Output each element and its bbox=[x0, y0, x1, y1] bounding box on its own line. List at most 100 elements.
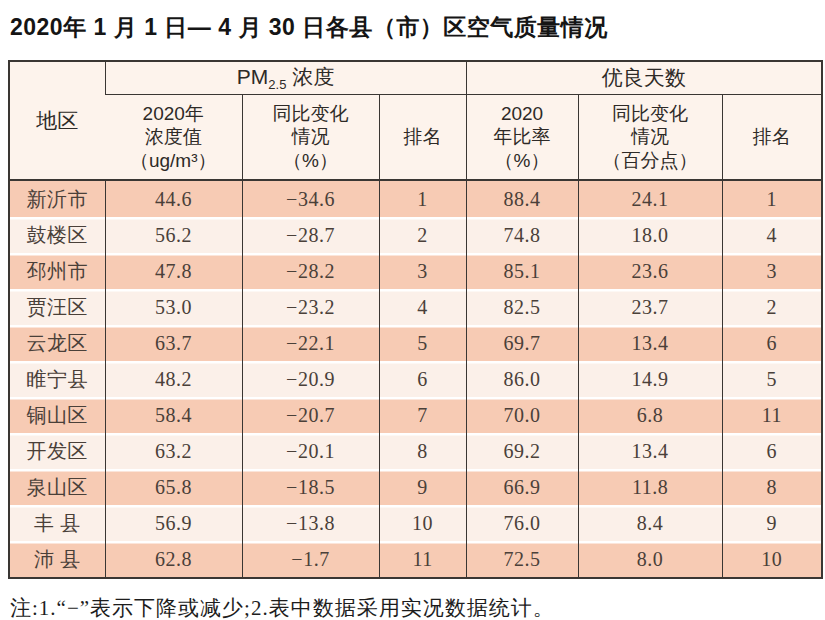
header-line: （%） bbox=[467, 149, 578, 173]
header-line: （%） bbox=[243, 149, 379, 173]
region-cell: 泉山区 bbox=[9, 469, 105, 505]
header-line: 同比变化 bbox=[243, 102, 379, 126]
pm-change-cell: −34.6 bbox=[242, 180, 379, 217]
table-row: 鼓楼区56.2−28.7274.818.04 bbox=[9, 217, 822, 253]
pm-rank-cell: 11 bbox=[379, 541, 466, 578]
region-cell: 开发区 bbox=[9, 433, 105, 469]
region-cell: 贾汪区 bbox=[9, 289, 105, 325]
days-ratio-cell: 76.0 bbox=[466, 505, 578, 541]
pm-change-cell: −23.2 bbox=[242, 289, 379, 325]
table-row: 开发区63.2−20.1869.213.46 bbox=[9, 433, 822, 469]
region-cell: 云龙区 bbox=[9, 325, 105, 361]
pm-change-cell: −1.7 bbox=[242, 541, 379, 578]
col-header-pm-value: 2020年 浓度值 （ug/m³） bbox=[105, 95, 242, 181]
header-line: 情况 bbox=[579, 125, 722, 149]
pm-rank-cell: 8 bbox=[379, 433, 466, 469]
days-ratio-cell: 74.8 bbox=[466, 217, 578, 253]
days-rank-cell: 4 bbox=[722, 217, 822, 253]
col-header-region: 地区 bbox=[9, 61, 105, 180]
col-header-days-change: 同比变化 情况 （百分点） bbox=[578, 95, 722, 181]
days-rank-cell: 10 bbox=[722, 541, 822, 578]
table-row: 沛 县62.8−1.71172.58.010 bbox=[9, 541, 822, 578]
days-rank-cell: 11 bbox=[722, 397, 822, 433]
pm-rank-cell: 2 bbox=[379, 217, 466, 253]
group-header-row: 地区 PM2.5 浓度 优良天数 bbox=[9, 61, 822, 95]
days-rank-cell: 9 bbox=[722, 505, 822, 541]
days-rank-cell: 3 bbox=[722, 253, 822, 289]
days-change-cell: 23.6 bbox=[578, 253, 722, 289]
pm-change-cell: −28.2 bbox=[242, 253, 379, 289]
pm-value-cell: 56.2 bbox=[105, 217, 242, 253]
days-change-cell: 8.4 bbox=[578, 505, 722, 541]
pm25-suffix: 浓度 bbox=[286, 65, 334, 88]
days-rank-cell: 5 bbox=[722, 361, 822, 397]
table-row: 邳州市47.8−28.2385.123.63 bbox=[9, 253, 822, 289]
header-line: 2020 bbox=[467, 102, 578, 126]
pm-value-cell: 63.2 bbox=[105, 433, 242, 469]
pm-change-cell: −22.1 bbox=[242, 325, 379, 361]
col-group-good-days: 优良天数 bbox=[466, 61, 822, 95]
page-title: 2020年 1 月 1 日— 4 月 30 日各县（市）区空气质量情况 bbox=[10, 12, 825, 43]
col-header-days-ratio: 2020 年比率 （%） bbox=[466, 95, 578, 181]
table-row: 铜山区58.4−20.7770.06.811 bbox=[9, 397, 822, 433]
days-ratio-cell: 69.7 bbox=[466, 325, 578, 361]
pm-change-cell: −20.9 bbox=[242, 361, 379, 397]
days-change-cell: 13.4 bbox=[578, 325, 722, 361]
pm-value-cell: 65.8 bbox=[105, 469, 242, 505]
days-change-cell: 8.0 bbox=[578, 541, 722, 578]
pm-change-cell: −28.7 bbox=[242, 217, 379, 253]
days-ratio-cell: 69.2 bbox=[466, 433, 578, 469]
pm-value-cell: 44.6 bbox=[105, 180, 242, 217]
col-header-pm-change: 同比变化 情况 （%） bbox=[242, 95, 379, 181]
days-change-cell: 23.7 bbox=[578, 289, 722, 325]
col-group-pm25: PM2.5 浓度 bbox=[105, 61, 466, 95]
region-cell: 邳州市 bbox=[9, 253, 105, 289]
sub-header-row: 2020年 浓度值 （ug/m³） 同比变化 情况 （%） 排名 2020 年比… bbox=[9, 95, 822, 181]
pm-rank-cell: 3 bbox=[379, 253, 466, 289]
header-line: 情况 bbox=[243, 125, 379, 149]
region-cell: 睢宁县 bbox=[9, 361, 105, 397]
header-line: 浓度值 bbox=[105, 125, 242, 149]
pm-change-cell: −13.8 bbox=[242, 505, 379, 541]
table-row: 新沂市44.6−34.6188.424.11 bbox=[9, 180, 822, 217]
days-rank-cell: 8 bbox=[722, 469, 822, 505]
days-rank-cell: 2 bbox=[722, 289, 822, 325]
days-change-cell: 11.8 bbox=[578, 469, 722, 505]
pm-rank-cell: 5 bbox=[379, 325, 466, 361]
days-rank-cell: 6 bbox=[722, 325, 822, 361]
table-row: 贾汪区53.0−23.2482.523.72 bbox=[9, 289, 822, 325]
region-cell: 沛 县 bbox=[9, 541, 105, 578]
days-rank-cell: 6 bbox=[722, 433, 822, 469]
days-ratio-cell: 82.5 bbox=[466, 289, 578, 325]
days-change-cell: 24.1 bbox=[578, 180, 722, 217]
days-change-cell: 18.0 bbox=[578, 217, 722, 253]
header-line: 2020年 bbox=[105, 102, 242, 126]
pm-rank-cell: 1 bbox=[379, 180, 466, 217]
pm-change-cell: −20.1 bbox=[242, 433, 379, 469]
days-rank-cell: 1 bbox=[722, 180, 822, 217]
footnote: 注:1.“−”表示下降或减少;2.表中数据采用实况数据统计。 bbox=[10, 594, 825, 620]
pm-value-cell: 48.2 bbox=[105, 361, 242, 397]
pm-rank-cell: 9 bbox=[379, 469, 466, 505]
region-cell: 新沂市 bbox=[9, 180, 105, 217]
air-quality-table: 地区 PM2.5 浓度 优良天数 2020年 浓度值 （ug/m³） 同比变化 … bbox=[8, 60, 823, 579]
days-ratio-cell: 85.1 bbox=[466, 253, 578, 289]
table-row: 丰 县56.9−13.81076.08.49 bbox=[9, 505, 822, 541]
pm-value-cell: 56.9 bbox=[105, 505, 242, 541]
col-header-days-rank: 排名 bbox=[722, 95, 822, 181]
region-cell: 丰 县 bbox=[9, 505, 105, 541]
header-line: 同比变化 bbox=[579, 102, 722, 126]
region-cell: 铜山区 bbox=[9, 397, 105, 433]
pm-change-cell: −20.7 bbox=[242, 397, 379, 433]
pm-rank-cell: 7 bbox=[379, 397, 466, 433]
pm-change-cell: −18.5 bbox=[242, 469, 379, 505]
days-change-cell: 13.4 bbox=[578, 433, 722, 469]
col-header-pm-rank: 排名 bbox=[379, 95, 466, 181]
pm-value-cell: 62.8 bbox=[105, 541, 242, 578]
header-line: （ug/m³） bbox=[105, 149, 242, 173]
days-change-cell: 6.8 bbox=[578, 397, 722, 433]
pm-rank-cell: 4 bbox=[379, 289, 466, 325]
header-line: （百分点） bbox=[579, 149, 722, 173]
pm25-prefix: PM bbox=[237, 65, 269, 88]
region-cell: 鼓楼区 bbox=[9, 217, 105, 253]
